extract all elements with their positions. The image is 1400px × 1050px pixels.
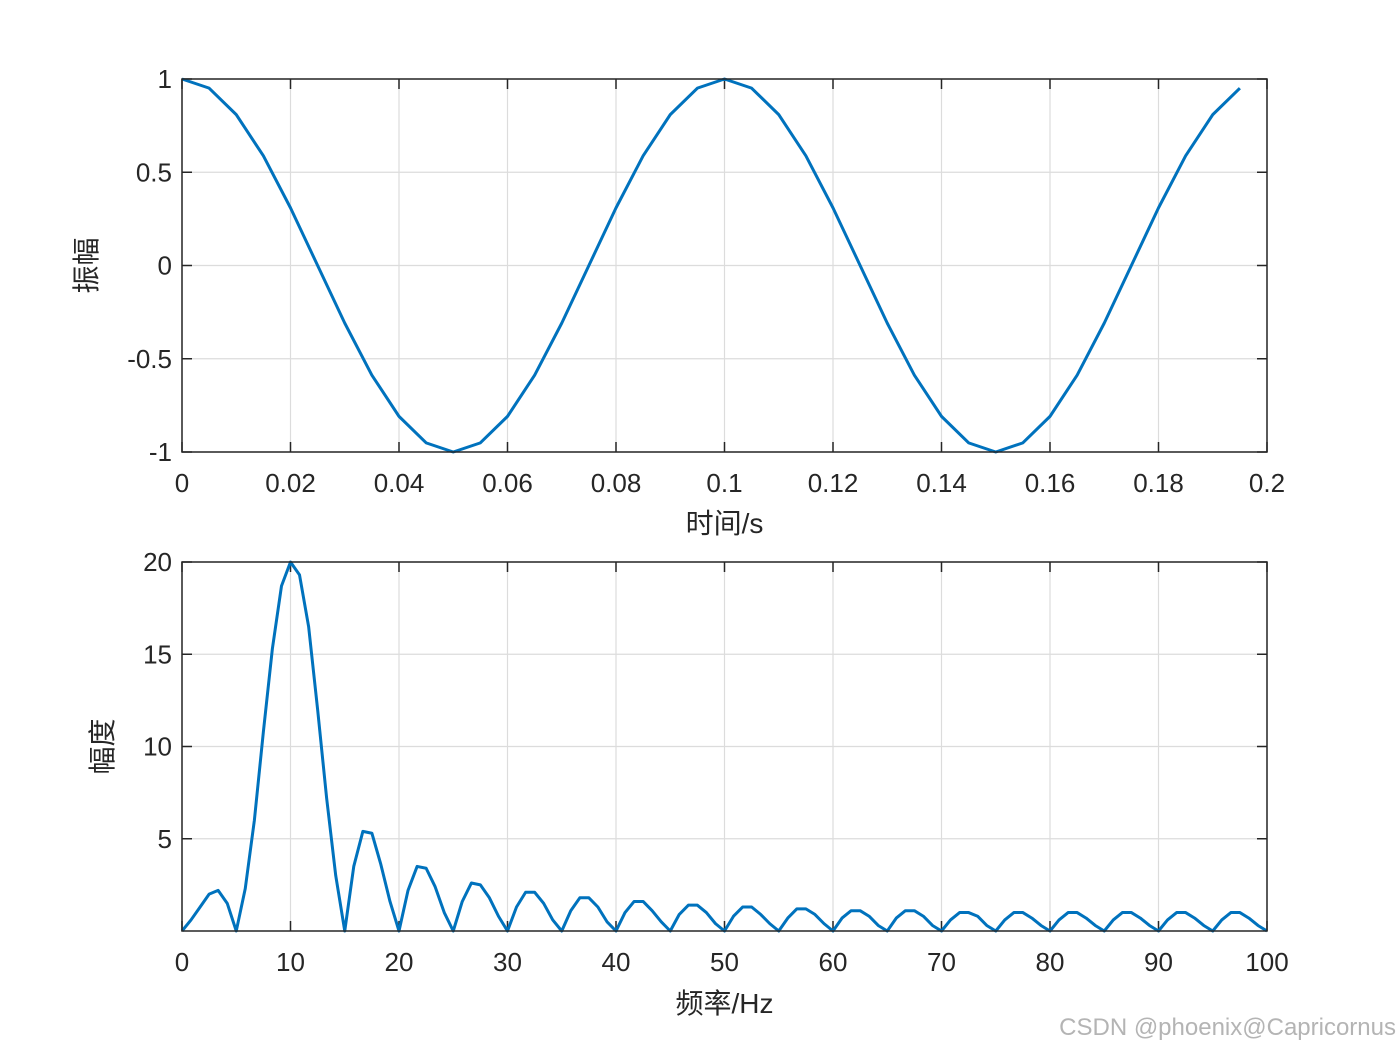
freq-x-tick-label: 40 — [602, 947, 631, 977]
freq-y-tick-label: 15 — [143, 639, 172, 669]
time-y-tick-label: -0.5 — [127, 344, 172, 374]
freq-tick-labels: 0 10 20 30 40 50 60 70 80 90 100 5 10 15 20 — [143, 547, 1289, 977]
time-x-tick-label: 0.04 — [374, 468, 425, 498]
time-x-tick-label: 0.12 — [808, 468, 859, 498]
time-tick-labels: 0 0.02 0.04 0.06 0.08 0.1 0.12 0.14 0.16 0.18 0.2 -… — [127, 64, 1285, 498]
time-y-tick-label: 0.5 — [136, 157, 172, 187]
freq-x-tick-label: 70 — [927, 947, 956, 977]
time-x-tick-label: 0.18 — [1133, 468, 1184, 498]
time-y-tick-label: 1 — [158, 64, 172, 94]
freq-x-tick-label: 0 — [175, 947, 189, 977]
time-x-tick-label: 0.16 — [1025, 468, 1076, 498]
time-x-axis-label: 时间/s — [686, 508, 764, 539]
freq-y-tick-label: 20 — [143, 547, 172, 577]
time-plot-frame — [181, 78, 1268, 453]
time-y-tick-label: 0 — [158, 251, 172, 281]
freq-x-axis-label: 频率/Hz — [675, 988, 773, 1019]
freq-x-tick-label: 100 — [1245, 947, 1288, 977]
freq-y-axis-label: 幅度 — [87, 718, 118, 774]
time-x-tick-label: 0.2 — [1249, 468, 1285, 498]
frequency-domain-plot: 0 10 20 30 40 50 60 70 80 90 100 5 10 15 20 频率/Hz 幅度 — [87, 547, 1289, 1019]
time-x-tick-label: 0.08 — [591, 468, 642, 498]
time-x-tick-label: 0.06 — [482, 468, 533, 498]
freq-y-tick-label: 5 — [158, 824, 172, 854]
time-x-tick-label: 0.14 — [916, 468, 967, 498]
freq-x-tick-label: 20 — [385, 947, 414, 977]
freq-x-tick-label: 80 — [1036, 947, 1065, 977]
time-domain-plot: 0 0.02 0.04 0.06 0.08 0.1 0.12 0.14 0.16 0.18 0.2 -… — [71, 64, 1285, 539]
time-x-tick-label: 0 — [175, 468, 189, 498]
freq-x-tick-label: 90 — [1144, 947, 1173, 977]
freq-x-tick-label: 10 — [276, 947, 305, 977]
freq-x-tick-label: 60 — [819, 947, 848, 977]
time-y-axis-label: 振幅 — [71, 237, 102, 293]
time-y-tick-label: -1 — [149, 437, 172, 467]
freq-y-tick-label: 10 — [143, 732, 172, 762]
time-x-tick-label: 0.02 — [265, 468, 316, 498]
freq-x-tick-label: 50 — [710, 947, 739, 977]
watermark: CSDN @phoenix@Capricornus — [1059, 1014, 1396, 1041]
freq-x-tick-label: 30 — [493, 947, 522, 977]
freq-plot-frame — [181, 561, 1268, 932]
time-signal-line — [181, 77, 1241, 454]
time-x-tick-label: 0.1 — [706, 468, 742, 498]
